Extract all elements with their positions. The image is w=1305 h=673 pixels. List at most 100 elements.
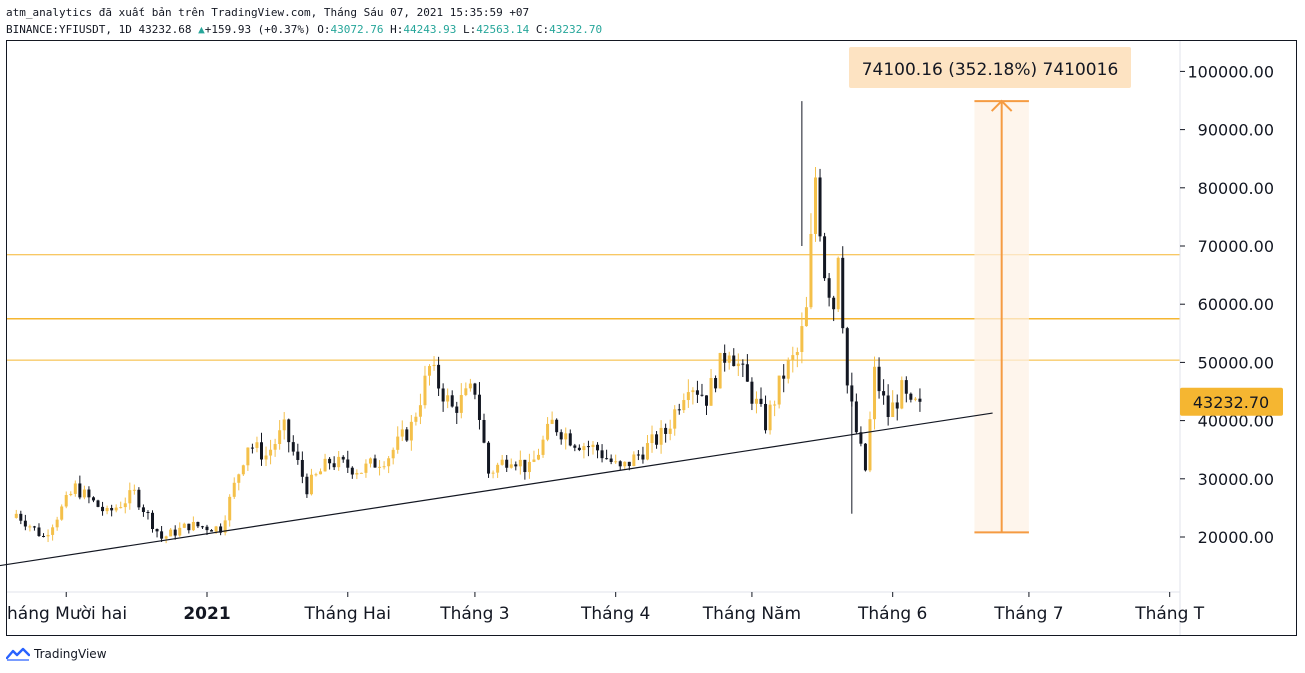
price-change: +159.93 (+0.37%) <box>204 23 311 36</box>
candle-body <box>573 445 577 448</box>
candle-body <box>732 355 736 367</box>
candle-body <box>28 526 32 528</box>
candle-body <box>773 404 777 406</box>
candle-body <box>854 401 858 433</box>
candle-body <box>428 366 432 376</box>
candle-body <box>423 375 427 406</box>
candle-body <box>632 454 636 467</box>
candle-body <box>328 458 332 464</box>
y-tick-label: 80000.00 <box>1198 179 1274 198</box>
candle-body <box>496 464 500 473</box>
candle-body <box>37 527 41 536</box>
candle-body <box>909 393 913 400</box>
open-label: O: <box>317 23 331 36</box>
candle-body <box>205 526 209 531</box>
candle-body <box>759 398 763 404</box>
x-tick-label: háng Mười hai <box>7 604 127 624</box>
candle-body <box>863 443 867 471</box>
candle-body <box>546 423 550 440</box>
candle-body <box>677 409 681 411</box>
candle-body <box>686 392 690 401</box>
candle-body <box>877 366 881 392</box>
candle-body <box>96 500 100 507</box>
candle-body <box>278 430 282 445</box>
candle-body <box>223 520 227 533</box>
y-tick-label: 20000.00 <box>1198 528 1274 547</box>
candle-body <box>659 427 663 445</box>
candle-body <box>273 444 277 450</box>
candle-body <box>359 472 363 474</box>
candle-body <box>309 474 313 495</box>
candle-body <box>314 474 318 476</box>
candle-body <box>414 416 418 422</box>
candle-body <box>123 503 127 508</box>
candle-body <box>287 419 291 443</box>
high-label: H: <box>390 23 404 36</box>
candle-body <box>396 436 400 450</box>
candle-body <box>446 395 450 402</box>
candle-body <box>568 433 572 446</box>
candle-body <box>491 472 495 474</box>
candle-body <box>786 360 790 379</box>
candle-body <box>182 523 186 528</box>
high-value: 44243.93 <box>403 23 457 36</box>
candle-body <box>382 466 386 468</box>
candle-body <box>636 454 640 456</box>
candle-body <box>337 456 341 468</box>
candle-body <box>795 352 799 356</box>
candle-body <box>210 530 214 532</box>
candle-body <box>736 363 740 367</box>
measure-label-box <box>849 47 1131 88</box>
last-price-tag-label: 43232.70 <box>1193 393 1269 412</box>
tradingview-brand[interactable]: TradingView <box>6 646 107 662</box>
candle-body <box>541 439 545 455</box>
up-arrow-icon: ▲ <box>198 23 205 36</box>
candle-body <box>60 506 64 520</box>
candle-body <box>823 236 827 279</box>
candle-body <box>614 461 618 463</box>
candle-body <box>196 521 200 527</box>
candle-body <box>219 526 223 533</box>
candle-body <box>487 442 491 474</box>
symbol-label[interactable]: BINANCE:YFIUSDT, 1D <box>6 23 132 36</box>
candle-body <box>527 461 531 473</box>
candle-body <box>891 402 895 418</box>
candle-body <box>418 405 422 417</box>
candle-body <box>160 531 164 539</box>
candle-body <box>432 364 436 367</box>
candle-body <box>355 472 359 475</box>
candle-body <box>691 390 695 393</box>
measure-label: 74100.16 (352.18%) 7410016 <box>862 60 1119 80</box>
candle-body <box>577 447 581 451</box>
open-value: 43072.76 <box>330 23 384 36</box>
candle-body <box>69 493 73 496</box>
y-tick-label: 90000.00 <box>1198 121 1274 140</box>
y-tick-label: 70000.00 <box>1198 237 1274 256</box>
x-tick-label: Tháng 7 <box>993 604 1063 624</box>
candle-body <box>46 534 50 537</box>
candle-body <box>378 466 382 468</box>
candle-body <box>609 458 613 462</box>
candle-body <box>437 364 441 389</box>
x-tick-label: 2021 <box>183 604 230 624</box>
chart-frame <box>6 40 1297 636</box>
candles <box>14 101 922 544</box>
candle-body <box>777 375 781 405</box>
candle-body <box>387 458 391 467</box>
candle-body <box>319 471 323 475</box>
candle-body <box>586 446 590 448</box>
candle-body <box>532 459 536 462</box>
candle-body <box>291 442 295 452</box>
candle-body <box>214 526 218 532</box>
candle-body <box>477 394 481 420</box>
candle-body <box>555 419 559 433</box>
candle-body <box>600 450 604 459</box>
candle-body <box>441 388 445 402</box>
candle-body <box>641 454 645 460</box>
candle-body <box>87 489 91 498</box>
candle-body <box>645 443 649 460</box>
candle-body <box>246 447 250 466</box>
candle-body <box>664 427 668 434</box>
candle-body <box>19 513 23 521</box>
